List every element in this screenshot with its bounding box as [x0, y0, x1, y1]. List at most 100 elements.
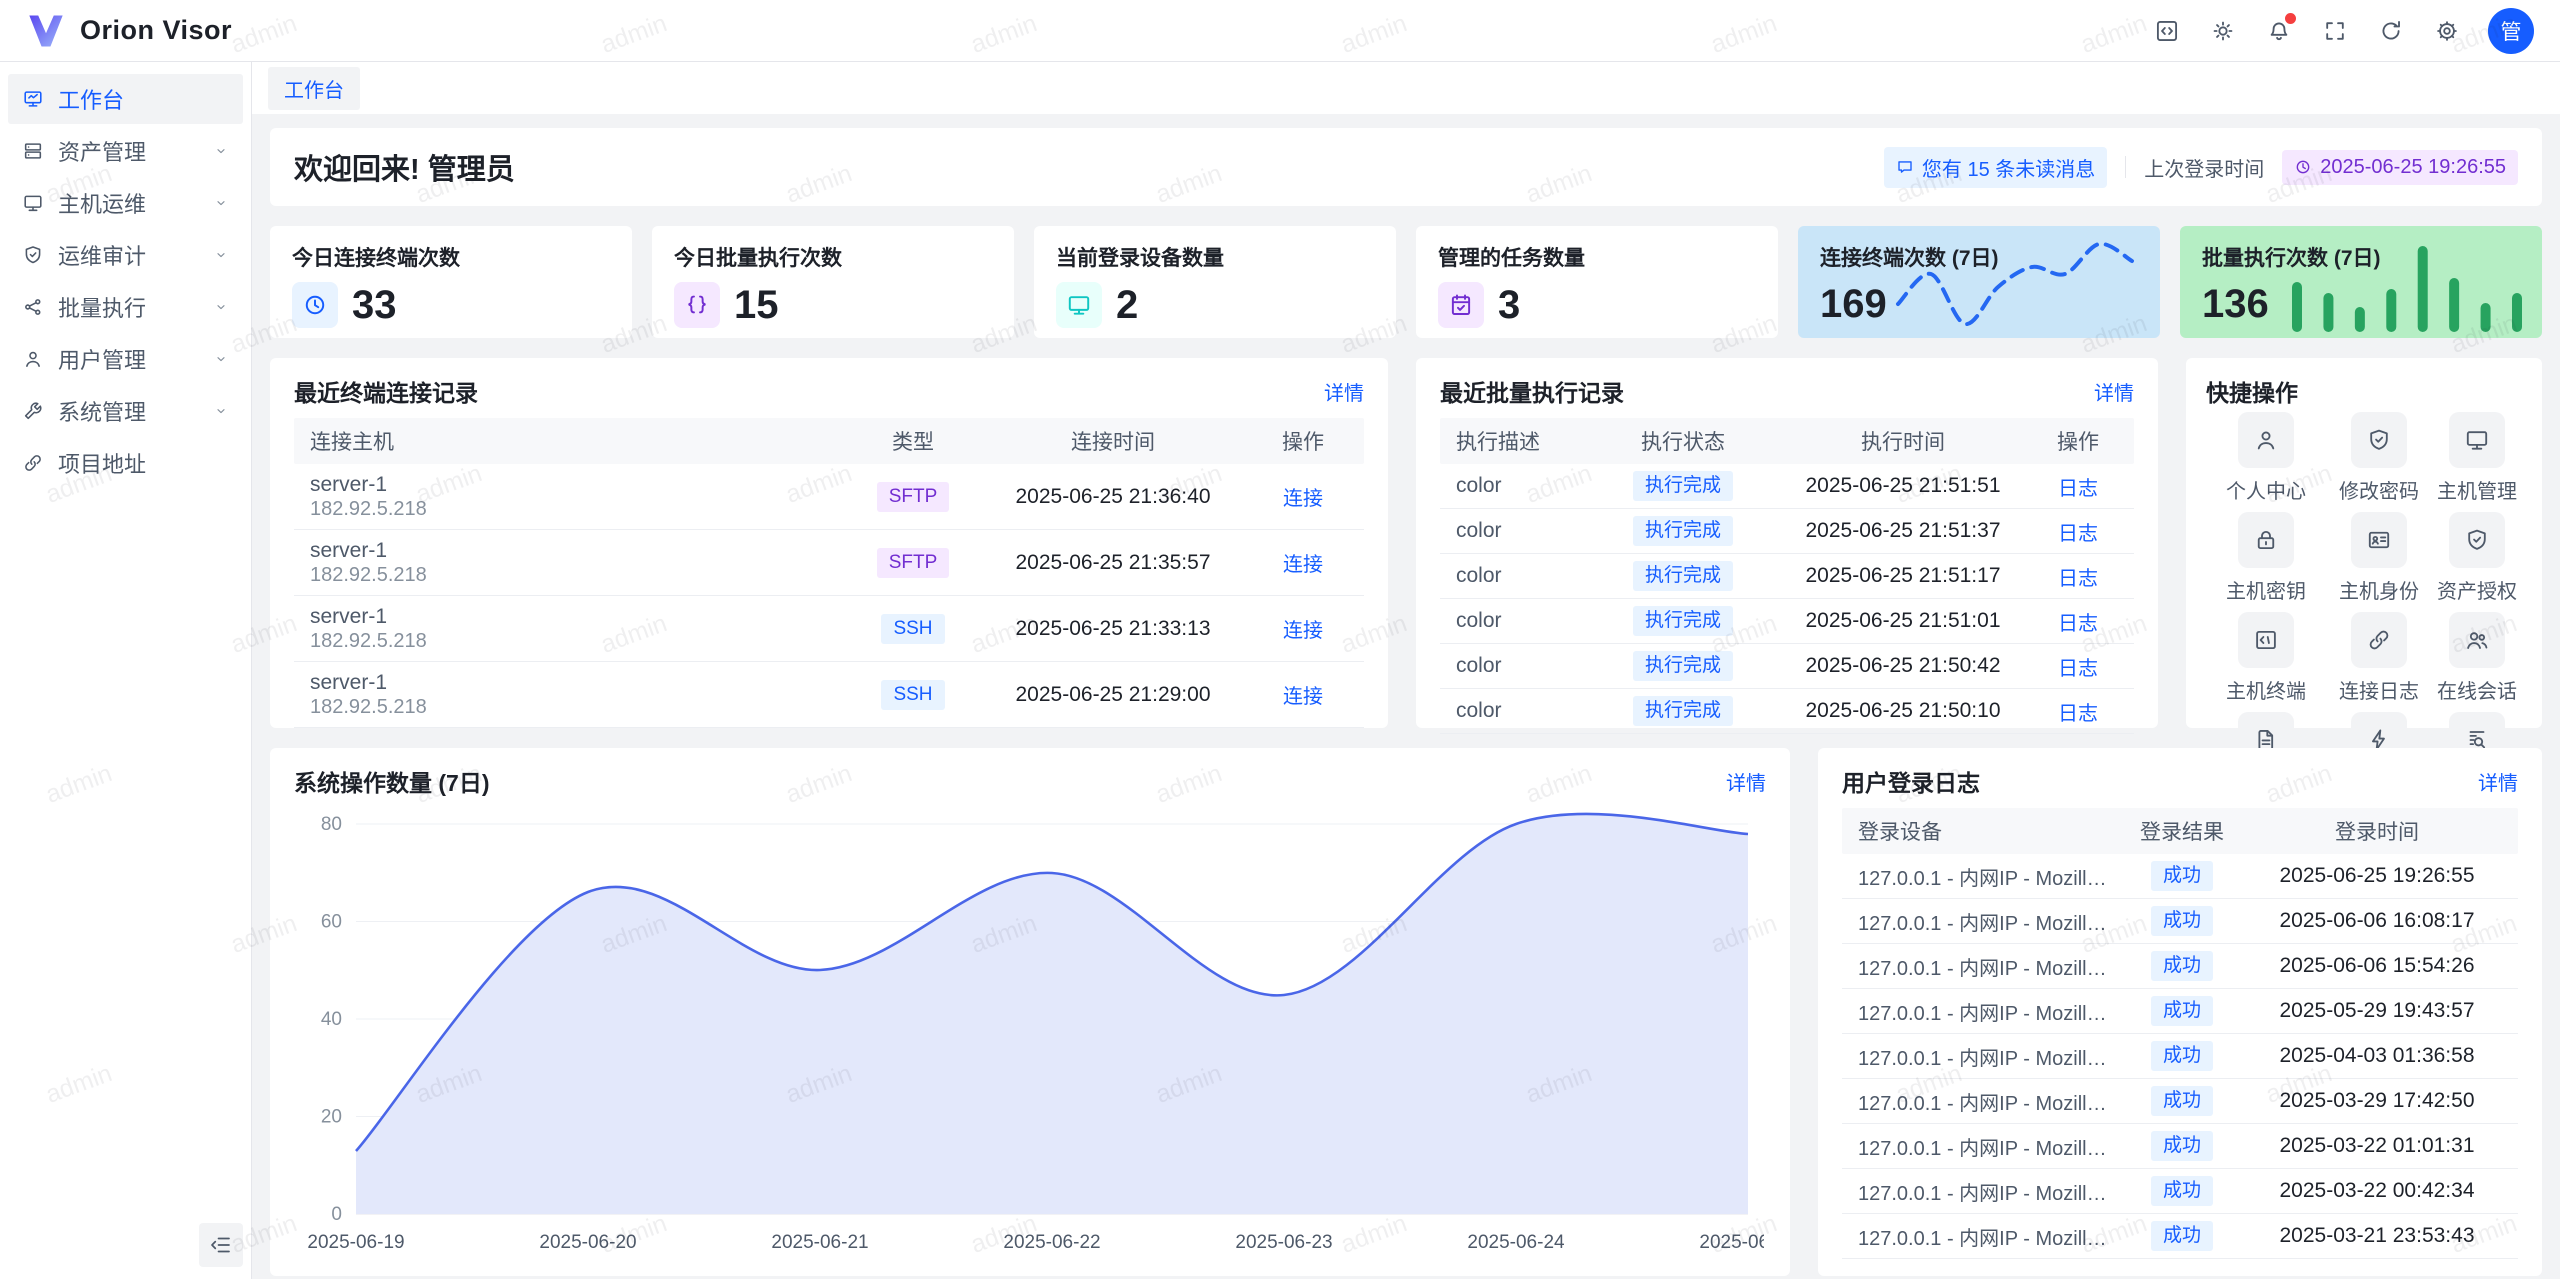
host-name: server-1 [310, 472, 858, 497]
protocol-badge: SFTP [877, 548, 950, 578]
stat-label: 今日批量执行次数 [674, 242, 992, 272]
top-header: Orion Visor 管 [0, 0, 2560, 62]
sidebar-item-label: 资产管理 [58, 135, 146, 167]
code-square-icon[interactable] [2146, 10, 2188, 52]
user-avatar[interactable]: 管 [2488, 8, 2534, 54]
quick-action-users[interactable]: 在线会话 [2432, 612, 2522, 704]
sidebar-item-user-management[interactable]: 用户管理 [8, 334, 243, 384]
stat-card-batch-today: 今日批量执行次数 15 [652, 226, 1014, 338]
stat-value: 136 [2202, 282, 2269, 327]
content: 欢迎回来! 管理员 您有 15 条未读消息 上次登录时间 2025-06-25 … [252, 114, 2560, 1279]
sidebar-item-host-ops[interactable]: 主机运维 [8, 178, 243, 228]
sidebar-item-ops-audit[interactable]: 运维审计 [8, 230, 243, 280]
action-cell: 日志 [2038, 607, 2118, 636]
sidebar-item-label: 运维审计 [58, 239, 146, 271]
batch-detail-link[interactable]: 详情 [2094, 377, 2134, 406]
login-time: 2025-06-06 15:54:26 [2252, 954, 2502, 978]
monitor-icon [1056, 282, 1102, 328]
tab-workbench[interactable]: 工作台 [268, 67, 360, 110]
quick-action-terminal[interactable]: 主机终端 [2206, 612, 2326, 704]
column-header: 执行描述 [1456, 426, 1598, 456]
header-actions: 管 [2146, 8, 2534, 54]
refresh-icon[interactable] [2370, 10, 2412, 52]
log-link[interactable]: 日志 [2058, 658, 2098, 680]
quick-action-audit[interactable]: 修改密码 [2334, 412, 2424, 504]
result-cell: 成功 [2112, 1041, 2252, 1071]
exec-time: 2025-06-25 21:50:42 [1768, 654, 2038, 678]
audit-icon [2351, 412, 2407, 468]
login-log-row: 127.0.0.1 - 内网IP - Mozilla/5.0 (Windows … [1842, 1214, 2518, 1259]
login-detail-link[interactable]: 详情 [2478, 767, 2518, 796]
exec-description: color [1456, 564, 1598, 588]
host-cell: server-1182.92.5.218 [310, 670, 858, 719]
quick-action-idcard[interactable]: 主机身份 [2334, 512, 2424, 604]
log-link[interactable]: 日志 [2058, 523, 2098, 545]
column-header: 类型 [858, 426, 968, 456]
sidebar-item-system-management[interactable]: 系统管理 [8, 386, 243, 436]
last-login-time-badge: 2025-06-25 19:26:55 [2282, 150, 2518, 185]
sidebar-item-asset-management[interactable]: 资产管理 [8, 126, 243, 176]
quick-action-audit[interactable]: 资产授权 [2432, 512, 2522, 604]
action-cell: 连接 [1258, 614, 1348, 643]
chevron-down-icon [213, 403, 229, 419]
panel-title: 快捷操作 [2206, 374, 2298, 408]
sidebar-item-project-link[interactable]: 项目地址 [8, 438, 243, 488]
divider [2125, 156, 2126, 178]
exec-time: 2025-06-25 21:51:51 [1768, 474, 2038, 498]
connect-link[interactable]: 连接 [1283, 686, 1323, 708]
log-link[interactable]: 日志 [2058, 703, 2098, 725]
sidebar: 工作台资产管理主机运维运维审计批量执行用户管理系统管理项目地址 [0, 62, 252, 1279]
sidebar-item-batch-exec[interactable]: 批量执行 [8, 282, 243, 332]
fullscreen-icon[interactable] [2314, 10, 2356, 52]
braces-icon [674, 282, 720, 328]
terminal-detail-link[interactable]: 详情 [1324, 377, 1364, 406]
login-time: 2025-03-21 23:53:43 [2252, 1224, 2502, 1248]
theme-sun-icon[interactable] [2202, 10, 2244, 52]
quick-action-link[interactable]: 连接日志 [2334, 612, 2424, 704]
settings-gear-icon[interactable] [2426, 10, 2468, 52]
login-device: 127.0.0.1 - 内网IP - Mozilla/5.0 (Windows … [1858, 907, 2112, 936]
connect-time: 2025-06-25 21:29:00 [968, 683, 1258, 707]
quick-action-lock[interactable]: 主机密钥 [2206, 512, 2326, 604]
chevron-down-icon [213, 247, 229, 263]
login-log-row: 127.0.0.1 - 内网IP - Mozilla/5.0 (Windows … [1842, 1124, 2518, 1169]
exec-status-badge: 执行完成 [1633, 696, 1733, 726]
clock-icon [2294, 158, 2312, 176]
sidebar-item-workbench[interactable]: 工作台 [8, 74, 243, 124]
connect-link[interactable]: 连接 [1283, 554, 1323, 576]
stat-card-terminal-today: 今日连接终端次数 33 [270, 226, 632, 338]
quick-action-user[interactable]: 个人中心 [2206, 412, 2326, 504]
stat-label: 管理的任务数量 [1438, 242, 1756, 272]
stat-card-login-devices: 当前登录设备数量 2 [1034, 226, 1396, 338]
result-cell: 成功 [2112, 1131, 2252, 1161]
terminal-record-row: server-1182.92.5.218SSH2025-06-25 21:33:… [294, 596, 1364, 662]
sidebar-collapse-button[interactable] [199, 1223, 243, 1267]
column-header: 连接主机 [310, 426, 858, 456]
log-link[interactable]: 日志 [2058, 478, 2098, 500]
quick-action-host[interactable]: 主机管理 [2432, 412, 2522, 504]
orion-visor-dashboard: Orion Visor 管 工作台资产管理主机运维运维审计批量执行用户管理系统管… [0, 0, 2560, 1279]
result-cell: 成功 [2112, 1176, 2252, 1206]
exec-time: 2025-06-25 21:51:17 [1768, 564, 2038, 588]
protocol-badge: SFTP [877, 482, 950, 512]
sidebar-item-label: 项目地址 [58, 447, 146, 479]
result-cell: 成功 [2112, 951, 2252, 981]
connect-link[interactable]: 连接 [1283, 620, 1323, 642]
chart-detail-link[interactable]: 详情 [1726, 767, 1766, 796]
quick-action-label: 修改密码 [2339, 475, 2419, 504]
status-cell: 执行完成 [1598, 516, 1768, 546]
main-area: 工作台 欢迎回来! 管理员 您有 15 条未读消息 上次登录时间 2025-06… [252, 62, 2560, 1279]
notification-bell-icon[interactable] [2258, 10, 2300, 52]
svg-text:0: 0 [331, 1204, 342, 1225]
svg-text:2025-06-20: 2025-06-20 [539, 1232, 636, 1253]
action-cell: 日志 [2038, 652, 2118, 681]
connect-link[interactable]: 连接 [1283, 488, 1323, 510]
middle-row: 最近终端连接记录 详情 连接主机 类型 连接时间 操作 server-1182.… [270, 358, 2542, 728]
column-header: 操作 [2038, 426, 2118, 456]
svg-text:2025-06-24: 2025-06-24 [1467, 1232, 1565, 1253]
log-link[interactable]: 日志 [2058, 568, 2098, 590]
batch-rows: color执行完成2025-06-25 21:51:51日志color执行完成2… [1440, 464, 2134, 734]
unread-messages-badge[interactable]: 您有 15 条未读消息 [1884, 147, 2107, 188]
log-link[interactable]: 日志 [2058, 613, 2098, 635]
column-header: 登录设备 [1858, 816, 2112, 846]
